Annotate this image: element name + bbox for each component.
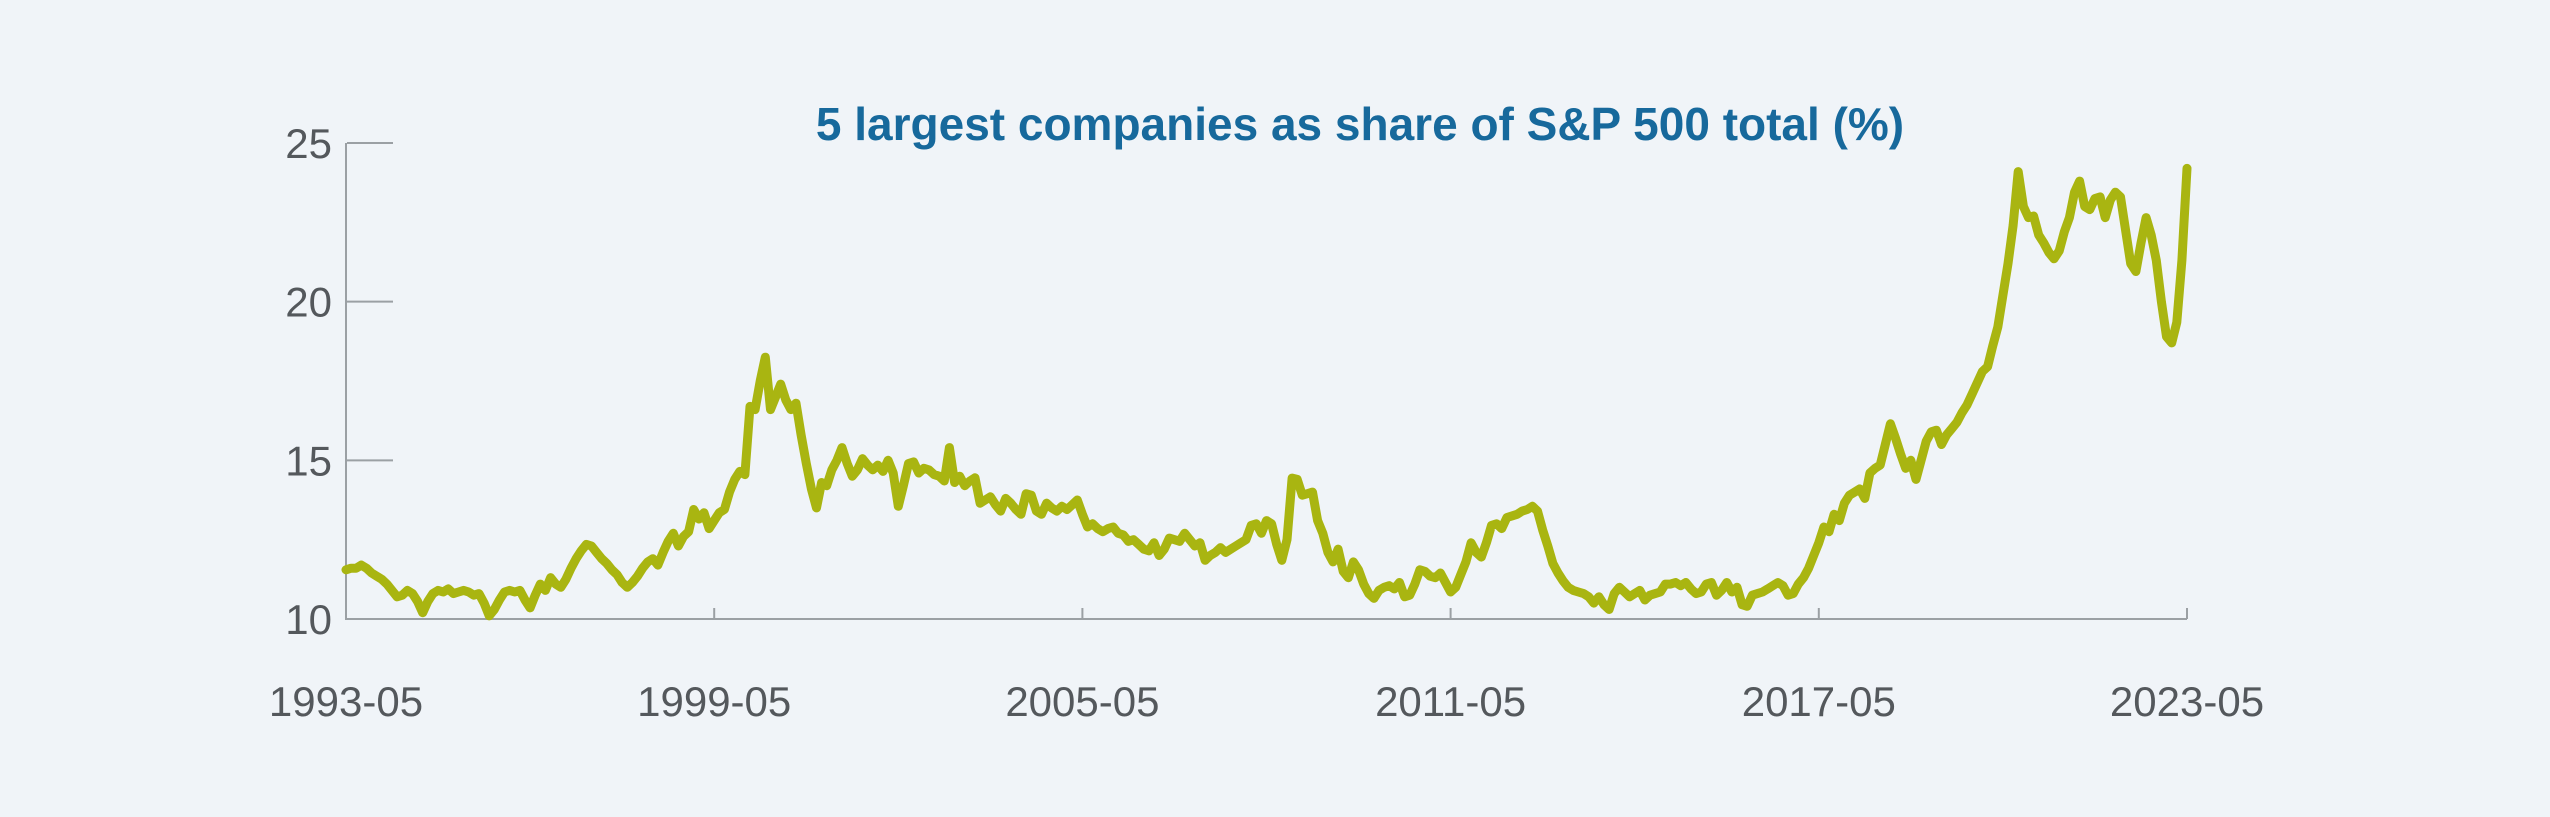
x-tick-label: 2017-05: [1742, 678, 1896, 725]
y-tick-label: 25: [285, 120, 332, 167]
x-tick-label: 1999-05: [637, 678, 791, 725]
series-layer: [341, 163, 2192, 621]
y-tick-label: 15: [285, 437, 332, 484]
x-tick-label: 2023-05: [2110, 678, 2264, 725]
y-tick-label: 20: [285, 279, 332, 326]
series-line: [341, 163, 2192, 621]
x-tick-label: 1993-05: [269, 678, 423, 725]
axes-layer: 10 15 20 25 1993-05 1999-05 2005-05 2011-05 2017…: [269, 120, 2264, 725]
chart-title: 5 largest companies as share of S&P 500 …: [815, 98, 1905, 150]
y-tick-label: 10: [285, 596, 332, 643]
x-tick-label: 2005-05: [1005, 678, 1159, 725]
x-tick-label: 2011-05: [1375, 678, 1526, 725]
